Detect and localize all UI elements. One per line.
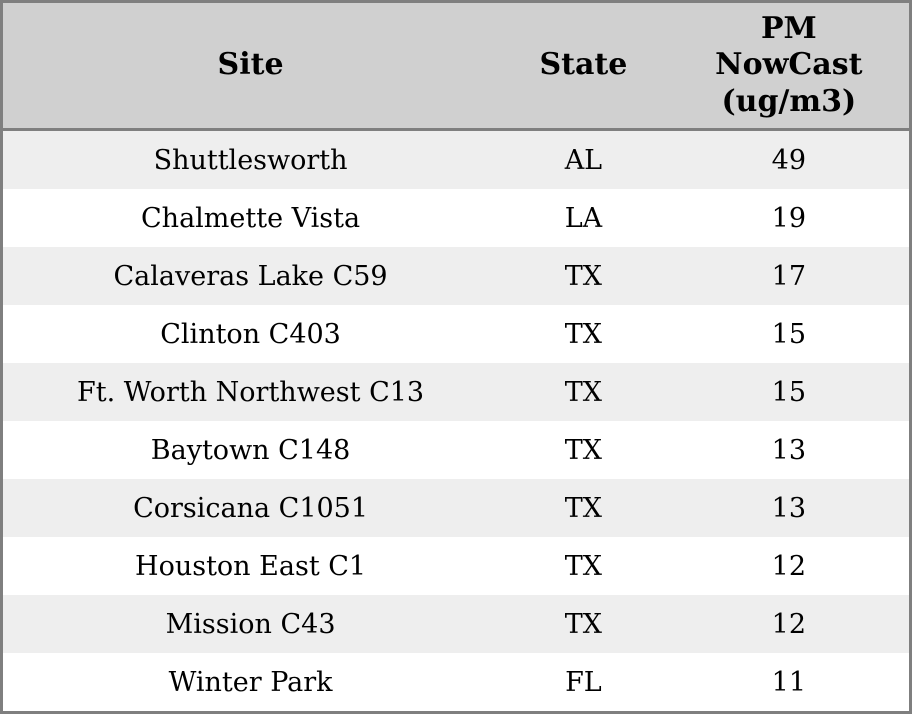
pm-cell: 15 — [771, 318, 807, 350]
site-cell: Clinton C403 — [160, 318, 341, 350]
site-cell: Shuttlesworth — [153, 144, 348, 176]
table-row: Clinton C403 TX 15 — [1, 305, 911, 363]
pm-cell: 15 — [771, 376, 807, 408]
col-header-site: Site — [1, 1, 499, 131]
table-row: Shuttlesworth AL 49 — [1, 129, 911, 189]
state-cell: TX — [564, 492, 603, 524]
pm-cell: 12 — [771, 608, 807, 640]
state-cell: TX — [564, 550, 603, 582]
state-cell: FL — [565, 666, 602, 698]
site-cell: Ft. Worth Northwest C13 — [77, 376, 425, 408]
pm-cell: 13 — [771, 492, 807, 524]
state-cell: TX — [564, 260, 603, 292]
pm-cell: 13 — [771, 434, 807, 466]
table-row: Corsicana C1051 TX 13 — [1, 479, 911, 537]
site-cell: Baytown C148 — [150, 434, 351, 466]
col-header-pm-nowcast: PM NowCast (ug/m3) — [668, 1, 911, 131]
table-row: Mission C43 TX 12 — [1, 595, 911, 653]
pm-cell: 19 — [771, 202, 807, 234]
pm-cell: 49 — [771, 144, 807, 176]
state-cell: AL — [564, 144, 603, 176]
site-cell: Chalmette Vista — [141, 202, 361, 234]
table-row: Chalmette Vista LA 19 — [1, 189, 911, 247]
site-cell: Corsicana C1051 — [133, 492, 369, 524]
site-cell: Mission C43 — [165, 608, 336, 640]
col-header-state: State — [498, 1, 669, 131]
site-cell: Houston East C1 — [135, 550, 367, 582]
table-row: Houston East C1 TX 12 — [1, 537, 911, 595]
state-cell: LA — [564, 202, 603, 234]
pm-cell: 17 — [771, 260, 807, 292]
table-header: Site State PM NowCast (ug/m3) — [1, 1, 911, 131]
state-cell: TX — [564, 434, 603, 466]
pm-cell: 11 — [771, 666, 807, 698]
table-row: Baytown C148 TX 13 — [1, 421, 911, 479]
table-row: Calaveras Lake C59 TX 17 — [1, 247, 911, 305]
state-cell: TX — [564, 608, 603, 640]
table-row: Ft. Worth Northwest C13 TX 15 — [1, 363, 911, 421]
site-cell: Winter Park — [168, 666, 333, 698]
table-body: Shuttlesworth AL 49 Chalmette Vista LA 1… — [1, 129, 911, 713]
site-cell: Calaveras Lake C59 — [113, 260, 388, 292]
state-cell: TX — [564, 376, 603, 408]
pm-cell: 12 — [771, 550, 807, 582]
state-cell: TX — [564, 318, 603, 350]
table-row: Winter Park FL 11 — [1, 653, 911, 713]
header-row: Site State PM NowCast (ug/m3) — [1, 1, 911, 131]
